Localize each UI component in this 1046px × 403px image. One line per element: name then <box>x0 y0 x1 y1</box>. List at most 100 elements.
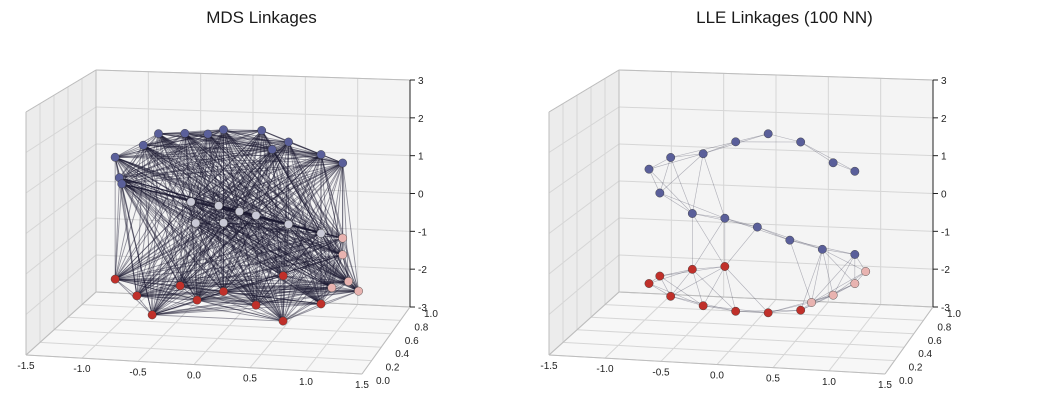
link-line <box>136 141 289 297</box>
link-line <box>207 133 289 225</box>
data-point <box>316 228 326 238</box>
link-line <box>115 154 322 158</box>
link-line <box>271 149 284 322</box>
grid-line <box>618 143 934 157</box>
link-line <box>197 281 349 301</box>
link-line <box>223 149 273 292</box>
link-line <box>190 201 224 224</box>
data-point <box>191 218 201 228</box>
link-line <box>158 133 289 225</box>
link-line <box>143 144 343 164</box>
link-line <box>190 162 343 203</box>
link-line <box>218 130 263 206</box>
link-line <box>288 141 322 305</box>
link-line <box>757 226 790 241</box>
link-line <box>207 133 220 206</box>
link-line <box>115 223 289 280</box>
data-point <box>219 287 228 296</box>
link-line <box>114 156 257 216</box>
link-line <box>158 133 349 282</box>
link-line <box>223 222 359 292</box>
link-line <box>196 211 240 301</box>
link-line <box>724 266 769 313</box>
link-line <box>255 214 343 256</box>
link-line <box>179 162 343 287</box>
link-line <box>223 129 359 292</box>
link-line <box>190 201 333 289</box>
link-line <box>152 303 322 316</box>
link-line <box>320 154 333 288</box>
link-line <box>115 278 181 287</box>
grid-line <box>548 180 620 234</box>
data-point <box>147 310 157 320</box>
y-tick-label: 0.4 <box>918 349 932 360</box>
link-line <box>255 149 273 306</box>
link-line <box>121 183 349 282</box>
link-line <box>692 153 704 214</box>
link-line <box>218 205 359 292</box>
link-line <box>179 222 197 286</box>
grid-line <box>548 143 620 194</box>
link-line <box>811 271 866 303</box>
link-line <box>184 129 224 134</box>
grid-line <box>576 329 905 348</box>
link-line <box>207 133 322 234</box>
link-line <box>143 144 273 150</box>
z-tick-label: -3 <box>941 303 950 314</box>
link-line <box>190 201 219 207</box>
link-line <box>223 222 284 322</box>
link-line <box>261 130 289 143</box>
grid-line <box>618 180 934 194</box>
data-point <box>327 283 337 293</box>
link-line <box>218 129 224 206</box>
data-point <box>251 210 261 220</box>
link-line <box>114 205 219 280</box>
link-line <box>735 133 769 143</box>
link-line <box>196 130 263 301</box>
link-line <box>255 233 322 306</box>
link-line <box>184 133 257 216</box>
x-tick-label: -1.0 <box>73 364 91 375</box>
link-line <box>255 149 273 216</box>
link-line <box>143 141 289 146</box>
link-line <box>151 232 322 316</box>
data-point <box>338 233 348 243</box>
link-line <box>114 211 240 280</box>
link-line <box>119 177 343 239</box>
link-line <box>238 211 257 306</box>
link-line <box>121 183 343 239</box>
link-line <box>272 149 343 164</box>
link-line <box>288 223 343 239</box>
link-line <box>121 183 343 256</box>
link-line <box>288 223 343 256</box>
link-line <box>261 130 284 322</box>
data-point <box>219 218 228 228</box>
link-line <box>151 237 343 316</box>
link-line <box>136 291 224 297</box>
link-line <box>320 162 344 234</box>
link-line <box>223 141 289 224</box>
link-line <box>136 162 343 297</box>
chart-title: MDS Linkages <box>206 8 317 27</box>
link-line <box>121 183 181 286</box>
link-line <box>195 162 343 224</box>
link-line <box>218 205 333 289</box>
link-line <box>184 133 359 292</box>
link-line <box>195 222 322 305</box>
link-line <box>179 133 186 286</box>
link-line <box>195 222 284 277</box>
y-tick-label: 0.6 <box>405 336 419 347</box>
link-line <box>184 132 289 143</box>
x-tick-label: -1.0 <box>596 364 614 375</box>
link-line <box>223 129 257 216</box>
link-line <box>184 133 192 202</box>
link-line <box>195 133 209 224</box>
link-line <box>659 153 704 194</box>
link-line <box>184 133 240 212</box>
link-line <box>223 149 273 224</box>
link-line <box>288 141 322 155</box>
link-line <box>724 226 758 267</box>
link-line <box>261 130 333 288</box>
x-tick-label: 0.0 <box>187 371 201 382</box>
link-line <box>143 144 224 224</box>
